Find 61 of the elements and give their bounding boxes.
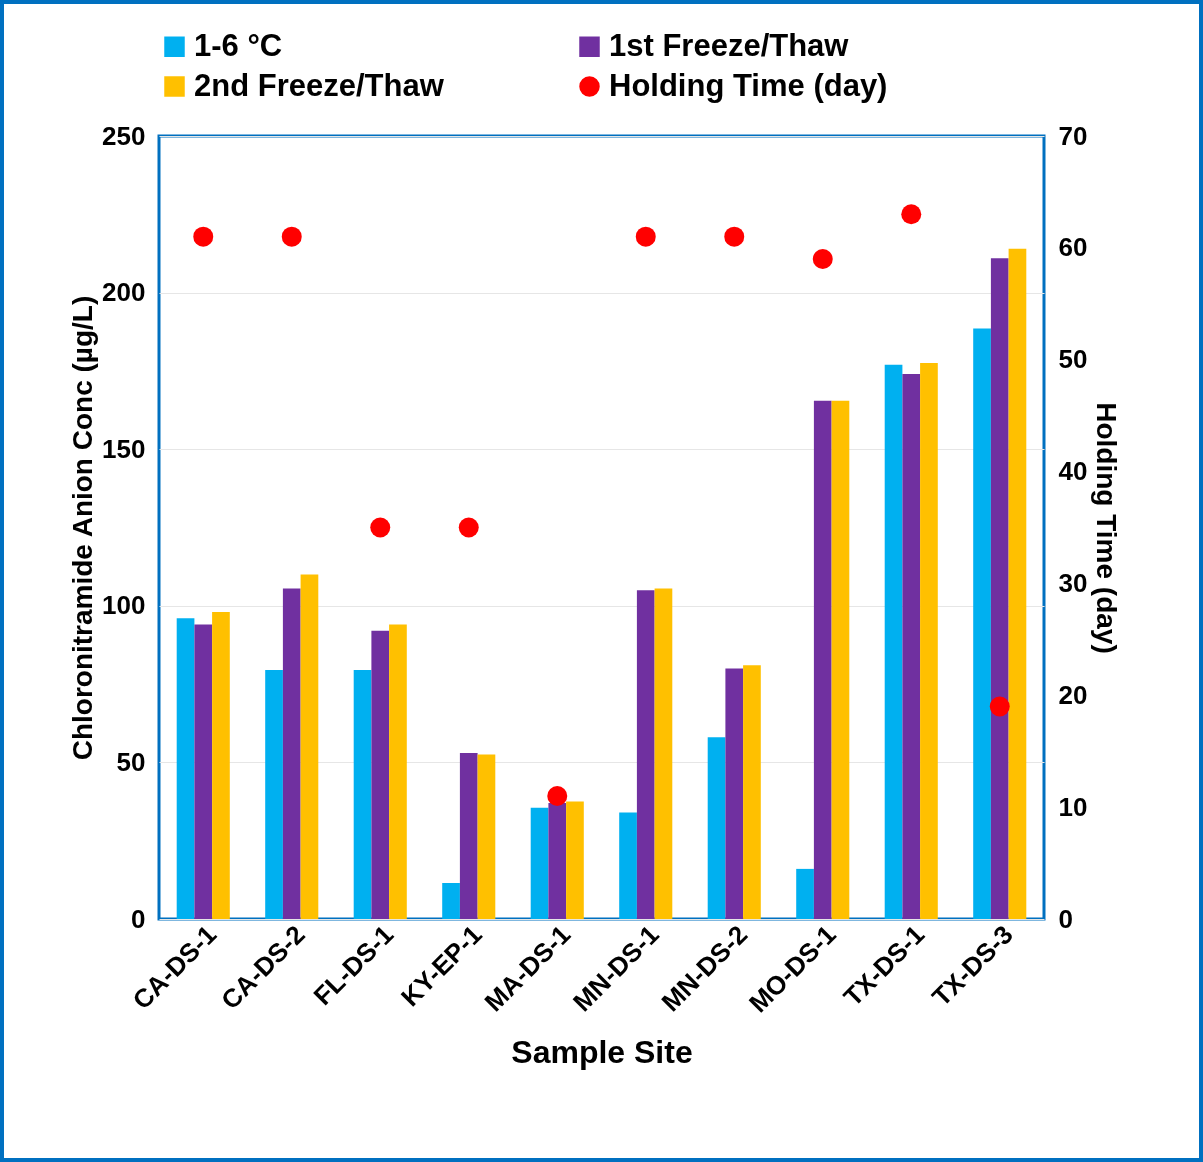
- point: [635, 226, 656, 247]
- bar: [265, 670, 283, 919]
- bar: [796, 868, 814, 919]
- y-axis-title: Chloronitramide Anion Conc (µg/L): [67, 295, 99, 761]
- bar: [920, 363, 938, 919]
- y-tick-label: 0: [131, 903, 146, 934]
- point: [901, 204, 922, 225]
- y2-tick-label: 50: [1058, 344, 1088, 375]
- point: [724, 226, 745, 247]
- legend-label: 1st Freeze/Thaw: [609, 27, 850, 63]
- point: [812, 249, 833, 270]
- y2-tick-label: 10: [1058, 791, 1088, 822]
- point: [370, 517, 391, 538]
- y2-tick-label: 20: [1058, 679, 1088, 710]
- point: [989, 696, 1010, 717]
- y2-tick-label: 40: [1058, 456, 1088, 487]
- bar: [973, 328, 991, 919]
- y2-axis-title: Holding Time (day): [1091, 402, 1123, 654]
- bar: [212, 612, 230, 919]
- legend-label: Holding Time (day): [609, 67, 888, 103]
- bar: [194, 624, 213, 919]
- bar: [477, 754, 496, 919]
- bar: [371, 630, 390, 919]
- bar: [548, 803, 567, 919]
- bar: [566, 801, 584, 919]
- bar: [884, 364, 903, 919]
- point: [547, 785, 568, 806]
- y2-tick-label: 0: [1058, 903, 1073, 934]
- bar: [1008, 248, 1027, 919]
- y2-tick-label: 30: [1058, 567, 1088, 598]
- point: [193, 226, 214, 247]
- bar: [353, 670, 372, 919]
- y-tick-label: 250: [102, 120, 146, 151]
- bar: [707, 737, 726, 919]
- point: [281, 226, 302, 247]
- bar: [300, 574, 319, 919]
- y2-tick-label: 70: [1058, 120, 1088, 151]
- bar: [831, 400, 850, 919]
- legend-label: 2nd Freeze/Thaw: [194, 67, 445, 103]
- bar: [743, 665, 761, 919]
- y-tick-label: 50: [116, 746, 146, 777]
- y-tick-label: 200: [102, 277, 146, 308]
- bar: [176, 618, 195, 919]
- bar: [619, 812, 637, 919]
- bar: [530, 807, 549, 919]
- point: [458, 517, 479, 538]
- bar: [990, 258, 1009, 919]
- x-axis-title: Sample Site: [511, 1033, 693, 1070]
- bar: [282, 588, 301, 919]
- bar: [813, 400, 832, 919]
- bar: [725, 668, 744, 919]
- bar: [902, 374, 921, 919]
- bar: [459, 753, 478, 919]
- y2-tick-label: 60: [1058, 232, 1088, 263]
- legend-label: 1-6 °C: [194, 27, 283, 63]
- y-tick-label: 150: [102, 433, 146, 464]
- bar: [442, 882, 460, 919]
- bar: [654, 588, 673, 919]
- y-tick-label: 100: [102, 590, 146, 621]
- bar: [636, 590, 655, 919]
- bar: [389, 624, 407, 919]
